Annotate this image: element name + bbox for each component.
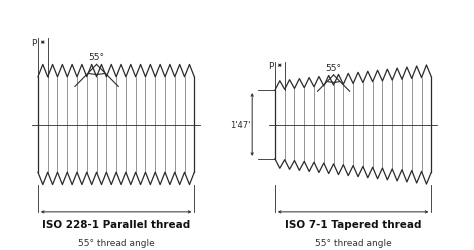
Text: 55°: 55° [326, 64, 342, 73]
Text: P: P [32, 38, 37, 48]
Text: ISO 228-1 Parallel thread: ISO 228-1 Parallel thread [42, 219, 190, 229]
Text: 55° thread angle: 55° thread angle [315, 238, 392, 247]
Text: ISO 7-1 Tapered thread: ISO 7-1 Tapered thread [285, 219, 421, 229]
Text: P: P [269, 62, 274, 70]
Text: 55° thread angle: 55° thread angle [78, 238, 155, 247]
Text: 55°: 55° [89, 52, 105, 62]
Text: 1'47': 1'47' [230, 120, 250, 130]
